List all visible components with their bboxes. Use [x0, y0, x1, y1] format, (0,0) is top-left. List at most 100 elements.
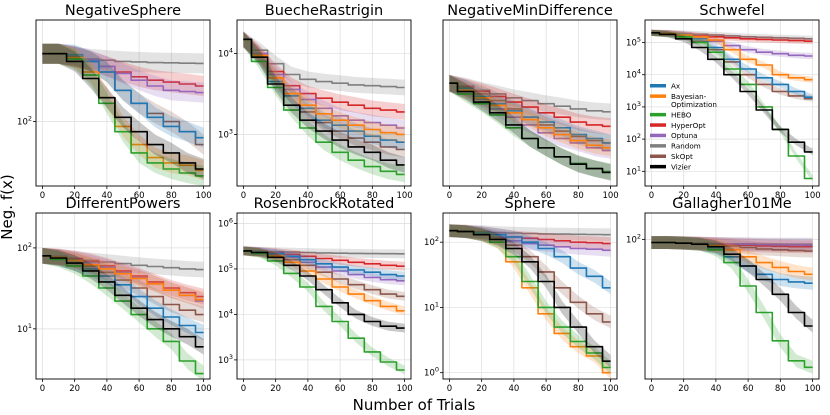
x-tick-label: 60 — [743, 191, 754, 201]
series-vizier — [449, 82, 611, 174]
series-group — [449, 74, 611, 181]
series-vizier — [651, 31, 813, 153]
series-vizier — [243, 38, 405, 166]
legend-label: Ax — [671, 82, 681, 91]
x-tick-label: 80 — [775, 191, 786, 201]
y-ticks: 103 104 — [218, 47, 237, 140]
band-hebo — [651, 236, 813, 374]
grid — [645, 213, 819, 379]
y-tick-label: 102 — [626, 232, 641, 245]
x-tick-label: 20 — [678, 191, 689, 201]
x-tick-label: 20 — [476, 384, 487, 394]
x-tick-label: 80 — [775, 384, 786, 394]
x-tick-label: 0 — [447, 191, 452, 201]
legend-item-hebo: HEBO — [650, 110, 692, 119]
x-tick-label: 100 — [396, 191, 412, 201]
x-tick-label: 20 — [69, 384, 80, 394]
legend-label: HyperOpt — [671, 121, 706, 130]
x-axis-label: Number of Trials — [353, 396, 476, 414]
series-group — [449, 224, 611, 379]
series-vizier — [651, 241, 813, 327]
panel-frame — [442, 212, 618, 380]
x-ticks: 0 20 40 60 80 100 — [40, 186, 212, 201]
y-tick-label: 101 — [17, 322, 32, 335]
x-tick-label: 40 — [302, 191, 313, 201]
x-tick-label: 80 — [573, 384, 584, 394]
series-vizier — [42, 255, 204, 348]
legend-label: SkOpt — [671, 152, 693, 161]
series-group — [42, 43, 204, 186]
y-tick-label: 102 — [17, 115, 32, 128]
y-tick-label: 102 — [424, 235, 439, 248]
legend-item-skopt: SkOpt — [650, 152, 693, 161]
band-skopt — [651, 236, 813, 258]
band-hebo — [42, 247, 204, 379]
x-tick-label: 100 — [602, 384, 618, 394]
band-random — [42, 247, 204, 278]
series-hebo — [243, 250, 405, 371]
legend-label: Optuna — [671, 131, 698, 140]
y-tick-label: 102 — [17, 241, 32, 254]
panel-negativesphere: 0 20 40 60 80 100 102 NegativeSphere — [17, 3, 212, 201]
band-skopt — [651, 29, 813, 102]
legend-swatch — [650, 154, 666, 158]
panel-title: NegativeSphere — [65, 3, 181, 19]
series-hebo — [42, 52, 204, 177]
legend-label: Random — [671, 142, 701, 151]
y-tick-label: 105 — [626, 36, 641, 49]
series-group — [243, 31, 405, 183]
x-tick-label: 100 — [195, 191, 211, 201]
legend-swatch — [650, 123, 666, 127]
series-hebo — [243, 38, 405, 176]
x-tick-label: 40 — [710, 384, 721, 394]
band-hebo — [42, 43, 204, 186]
x-tick-label: 20 — [270, 384, 281, 394]
panel-negativemindifference: 0 20 40 60 80 100 NegativeMinDifference — [442, 3, 619, 201]
x-ticks: 0 20 40 60 80 100 — [649, 379, 821, 394]
legend-swatch — [650, 164, 666, 169]
x-tick-label: 100 — [195, 384, 211, 394]
x-tick-label: 20 — [270, 191, 281, 201]
series-ax — [42, 52, 204, 139]
x-tick-label: 40 — [508, 191, 519, 201]
panel-frame — [35, 212, 211, 380]
legend-item-hyperopt: HyperOpt — [650, 121, 706, 130]
legend-label: Bayesian-Optimization — [671, 92, 717, 109]
x-tick-label: 100 — [804, 384, 820, 394]
x-tick-label: 20 — [678, 384, 689, 394]
series-optuna — [42, 52, 204, 94]
x-tick-label: 0 — [649, 384, 654, 394]
x-tick-label: 80 — [166, 384, 177, 394]
y-ticks: 102 — [626, 232, 645, 245]
y-ticks: 101 102 — [17, 241, 36, 335]
series-hebo — [42, 255, 204, 375]
legend-item-bayesian-optimization: Bayesian-Optimization — [650, 92, 717, 109]
panel-title: Schwefel — [699, 3, 764, 19]
panel-differentpowers: 0 20 40 60 80 100 101 102 DifferentPowers — [17, 196, 212, 394]
legend-item-random: Random — [650, 142, 701, 151]
x-tick-label: 60 — [541, 384, 552, 394]
panel-title: Sphere — [504, 196, 555, 212]
y-tick-label: 104 — [626, 68, 641, 81]
x-tick-label: 20 — [476, 191, 487, 201]
x-tick-label: 80 — [367, 384, 378, 394]
x-ticks: 0 20 40 60 80 100 — [241, 186, 413, 201]
y-tick-label: 103 — [218, 127, 233, 140]
legend-label: HEBO — [671, 110, 692, 119]
panel-sphere: 0 20 40 60 80 100 100 101 102 Sphere — [424, 196, 619, 394]
legend-item-ax: Ax — [650, 82, 681, 91]
panel-title: NegativeMinDifference — [447, 3, 613, 19]
series-vizier — [42, 52, 204, 170]
y-tick-label: 101 — [424, 300, 439, 313]
y-tick-label: 106 — [218, 216, 233, 229]
x-tick-label: 100 — [602, 191, 618, 201]
panel-schwefel: 0 20 40 60 80 100 101 102 103 104 105 Schwefel AxBay… — [626, 3, 821, 201]
legend-item-vizier: Vizier — [650, 162, 691, 171]
y-tick-label: 104 — [218, 47, 233, 60]
panels: 0 20 40 60 80 100 102 NegativeSphere 0 20 40 60 80 10… — [17, 3, 821, 394]
legend-label: Vizier — [671, 162, 691, 171]
y-tick-label: 103 — [218, 353, 233, 366]
x-tick-label: 60 — [134, 384, 145, 394]
band-skopt — [449, 224, 611, 329]
grid — [237, 213, 411, 379]
